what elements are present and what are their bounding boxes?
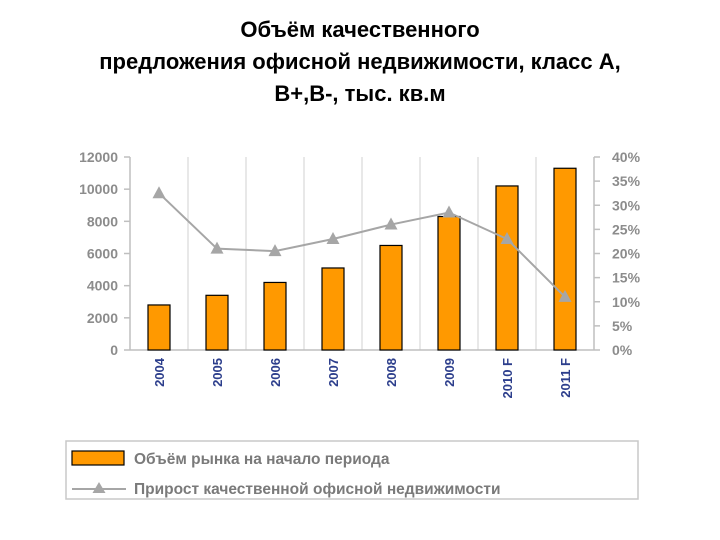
chart-title-line-3: В+,В-, тыс. кв.м: [274, 81, 446, 106]
chart-title-line-2: предложения офисной недвижимости, класс …: [99, 49, 621, 74]
right-tick-label: 15%: [612, 270, 641, 286]
right-tick-label: 20%: [612, 246, 641, 262]
right-tick-label: 35%: [612, 173, 641, 189]
line-series: [152, 186, 572, 302]
grid-lines: [187, 157, 537, 350]
legend-line-label: Прирост качественной офисной недвижимост…: [134, 481, 500, 498]
triangle-marker: [500, 232, 514, 245]
left-axis-ticks: 0 2000 4000 6000 8000 10000 12000: [79, 149, 130, 358]
bar: [553, 167, 577, 351]
right-tick-label: 5%: [612, 318, 633, 334]
bar: [263, 281, 287, 351]
left-tick-label: 0: [110, 342, 118, 358]
category-label: 2004: [152, 357, 167, 387]
triangle-marker: [442, 205, 456, 218]
triangle-marker: [558, 289, 572, 302]
left-tick-label: 4000: [87, 278, 118, 294]
left-tick-label: 8000: [87, 213, 118, 229]
legend-frame: [65, 440, 639, 500]
bar: [321, 267, 345, 351]
left-tick-label: 2000: [87, 310, 118, 326]
category-label: 2007: [326, 358, 341, 387]
legend-bar-label: Объём рынка на начало периода: [134, 451, 390, 468]
right-tick-label: 30%: [612, 197, 641, 213]
legend-bar-swatch: [71, 450, 125, 466]
bar-series: [147, 167, 577, 351]
right-tick-label: 0%: [612, 342, 633, 358]
category-label: 2009: [442, 358, 457, 387]
right-tick-label: 25%: [612, 221, 641, 237]
category-label: 2011 F: [558, 358, 573, 398]
category-label: 2008: [384, 358, 399, 387]
left-tick-label: 10000: [79, 181, 118, 197]
triangle-marker: [152, 186, 166, 199]
triangle-marker: [326, 232, 340, 245]
chart-title: Объём качественного предложения офисной …: [0, 14, 720, 110]
bar: [147, 304, 171, 351]
category-label: 2006: [268, 358, 283, 387]
right-tick-label: 40%: [612, 149, 641, 165]
right-axis-ticks: 0% 5% 10% 15% 20% 25% 30% 35% 40%: [594, 149, 641, 358]
legend: Объём рынка на начало периода Прирост ка…: [65, 440, 639, 500]
chart-title-line-1: Объём качественного: [240, 17, 480, 42]
bar: [205, 294, 229, 351]
bar: [437, 215, 461, 351]
legend-line-marker: [92, 482, 106, 493]
category-label: 2010 F: [500, 358, 515, 399]
bar: [495, 185, 519, 351]
triangle-marker: [268, 244, 282, 257]
left-tick-label: 12000: [79, 149, 118, 165]
category-label: 2005: [210, 358, 225, 387]
bar: [379, 244, 403, 351]
growth-line: [158, 192, 566, 298]
triangle-marker: [210, 241, 224, 254]
right-tick-label: 10%: [612, 294, 641, 310]
left-tick-label: 6000: [87, 246, 118, 262]
category-labels: 2004 2005 2006 2007 2008 2009 2010 F 2011 F: [152, 357, 573, 398]
triangle-marker: [384, 217, 398, 230]
